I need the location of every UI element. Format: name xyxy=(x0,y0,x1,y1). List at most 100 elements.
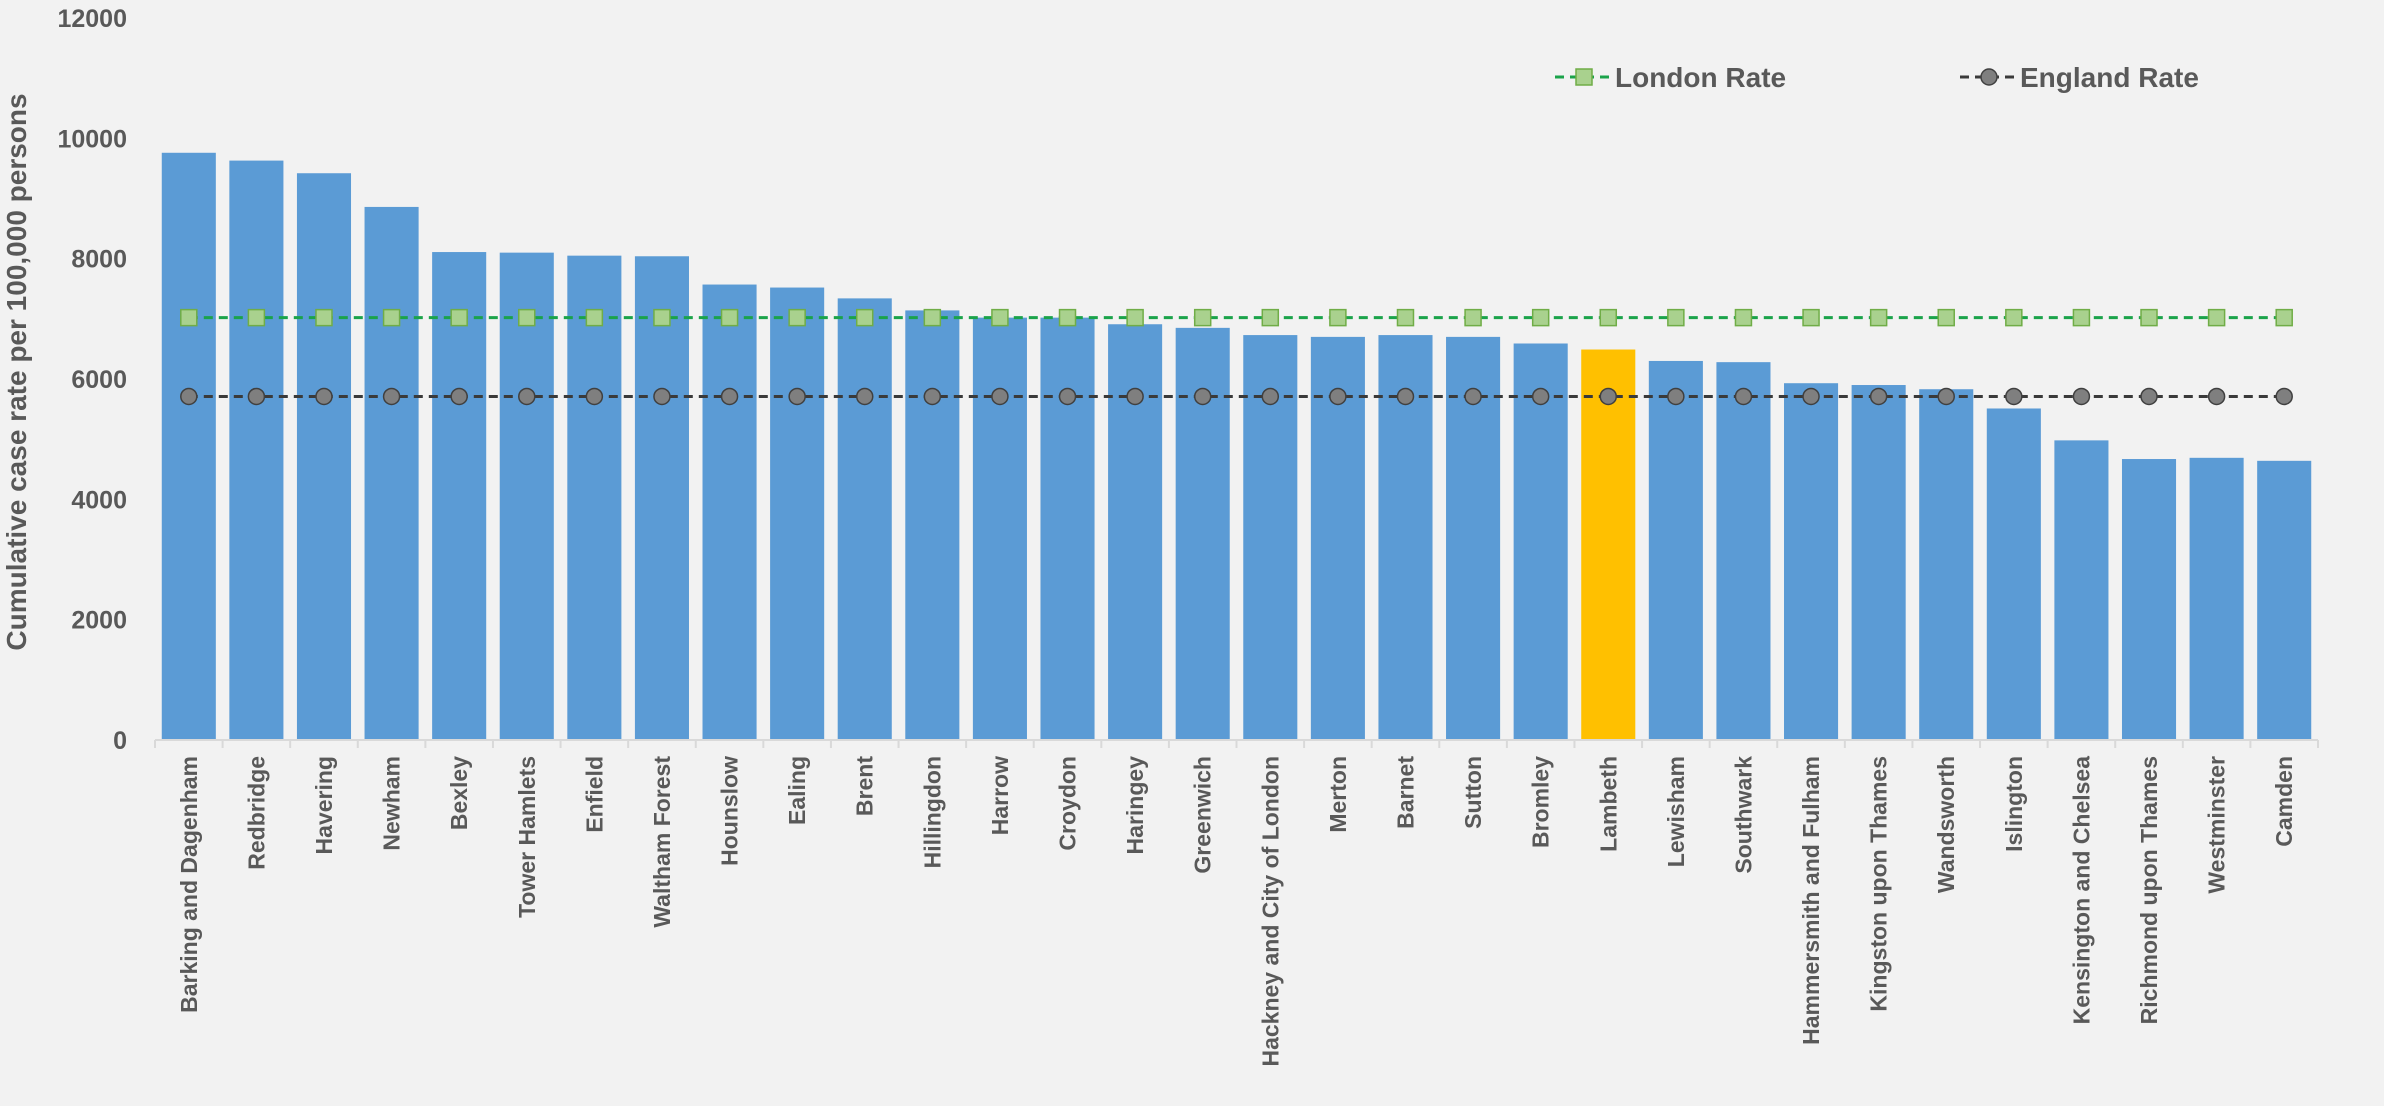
england-rate-marker xyxy=(720,387,739,406)
england-rate-marker xyxy=(1802,387,1820,406)
y-axis-title: Cumulative case rate per 100,000 persons xyxy=(1,93,32,650)
bar-southwark xyxy=(1716,362,1771,740)
bar-hounslow xyxy=(702,284,757,740)
london-rate-marker xyxy=(315,308,333,327)
london-rate-marker xyxy=(450,308,468,327)
england-rate-marker xyxy=(1126,387,1144,406)
london-rate-marker xyxy=(923,308,942,327)
x-category-label: Tower Hamlets xyxy=(514,756,540,918)
england-rate-marker xyxy=(1531,387,1550,406)
england-rate-marker xyxy=(450,387,468,406)
bar-barking-and-dagenham xyxy=(161,152,216,741)
x-category-label: Croydon xyxy=(1055,756,1081,851)
england-rate-marker xyxy=(180,387,198,406)
england-rate-marker xyxy=(1261,387,1280,406)
london-rate-marker xyxy=(1734,308,1753,327)
england-rate-marker xyxy=(1734,387,1753,406)
england-rate-marker xyxy=(1599,387,1618,406)
england-rate-marker xyxy=(1396,387,1415,406)
x-category-label: Redbridge xyxy=(243,756,269,870)
london-rate-marker xyxy=(1396,308,1415,327)
london-rate-marker xyxy=(2207,308,2226,327)
x-category-label: Brent xyxy=(852,756,878,816)
legend: London Rate England Rate xyxy=(1555,62,2199,93)
y-tick-label: 4000 xyxy=(71,486,127,514)
england-rate-marker xyxy=(518,387,536,406)
x-category-label: Harrow xyxy=(987,756,1013,835)
y-tick-label: 12000 xyxy=(57,5,127,33)
bar-lambeth xyxy=(1581,349,1636,740)
bar-kingston-upon-thames xyxy=(1851,385,1906,740)
x-axis-categories: Barking and Dagenham Redbridge Havering New… xyxy=(154,740,2319,1067)
england-rate-marker xyxy=(1869,387,1888,406)
x-category-label: Barking and Dagenham xyxy=(176,756,202,1013)
england-rate-marker xyxy=(585,387,604,406)
bar-redbridge xyxy=(229,160,284,741)
x-category-label: Haringey xyxy=(1122,756,1148,855)
england-rate-marker xyxy=(247,387,266,406)
london-rate-marker xyxy=(585,308,604,327)
england-rate-marker xyxy=(923,387,942,406)
x-category-label: Havering xyxy=(311,756,337,854)
bar-islington xyxy=(1986,408,2041,740)
england-rate-marker xyxy=(1329,387,1347,406)
bar-brent xyxy=(837,298,892,740)
london-rate-marker xyxy=(180,308,198,327)
england-rate-marker xyxy=(382,387,401,406)
x-category-label: Sutton xyxy=(1460,756,1486,829)
bar-newham xyxy=(364,206,419,740)
london-rate-marker xyxy=(2072,308,2091,327)
x-category-label: Newham xyxy=(379,756,405,851)
london-rate-marker xyxy=(1058,308,1077,327)
x-category-label: Hillingdon xyxy=(919,756,945,868)
x-category-label: Bexley xyxy=(446,756,472,830)
x-category-label: Merton xyxy=(1325,756,1351,833)
england-rate-marker xyxy=(2072,387,2091,406)
london-rate-marker xyxy=(1261,308,1280,327)
london-rate-marker xyxy=(2005,308,2023,327)
london-rate-marker xyxy=(1329,308,1347,327)
bar-haringey xyxy=(1108,324,1163,740)
y-tick-label: 6000 xyxy=(71,366,127,394)
y-tick-label: 8000 xyxy=(71,246,127,274)
bar-kensington-and-chelsea xyxy=(2054,440,2109,740)
x-category-label: Hackney and City of London xyxy=(1257,756,1283,1067)
legend-label: London Rate xyxy=(1615,62,1786,93)
x-category-label: Islington xyxy=(2001,756,2027,852)
bar-westminster xyxy=(2189,457,2244,740)
england-rate-marker xyxy=(855,387,874,406)
x-category-label: Kingston upon Thames xyxy=(1866,756,1892,1012)
england-rate-marker xyxy=(2005,387,2023,406)
x-category-label: Ealing xyxy=(784,756,810,825)
bar-bromley xyxy=(1513,343,1568,740)
bar-hillingdon xyxy=(905,310,960,740)
bar-harrow xyxy=(972,317,1027,740)
x-category-label: Lewisham xyxy=(1663,756,1689,867)
london-rate-marker xyxy=(1464,308,1482,327)
england-rate-marker xyxy=(1937,387,1955,406)
bar-enfield xyxy=(567,255,622,741)
x-category-label: Wandsworth xyxy=(1933,756,1959,893)
london-rate-marker xyxy=(1193,308,1212,327)
london-rate-marker xyxy=(720,308,739,327)
england-rate-marker xyxy=(1667,387,1685,406)
y-axis-ticks: 0 2000 4000 6000 8000 10000 12000 xyxy=(57,5,127,755)
x-category-label: Lambeth xyxy=(1595,756,1621,852)
england-rate-marker xyxy=(1464,387,1482,406)
x-category-label: Barnet xyxy=(1392,756,1418,829)
england-rate-marker xyxy=(1193,387,1212,406)
y-tick-label: 2000 xyxy=(71,607,127,635)
london-rate-marker xyxy=(518,308,536,327)
bar-tower-hamlets xyxy=(499,252,554,740)
london-rate-marker xyxy=(788,308,806,327)
england-rate-marker xyxy=(1058,387,1077,406)
england-rate-marker xyxy=(653,387,671,406)
bar-lewisham xyxy=(1648,360,1703,740)
x-category-label: Enfield xyxy=(581,756,607,833)
london-rate-marker xyxy=(1667,308,1685,327)
legend-square-marker xyxy=(1575,68,1593,86)
bar-wandsworth xyxy=(1919,389,1974,740)
bar-croydon xyxy=(1040,317,1095,740)
x-category-label: Waltham Forest xyxy=(649,756,675,928)
